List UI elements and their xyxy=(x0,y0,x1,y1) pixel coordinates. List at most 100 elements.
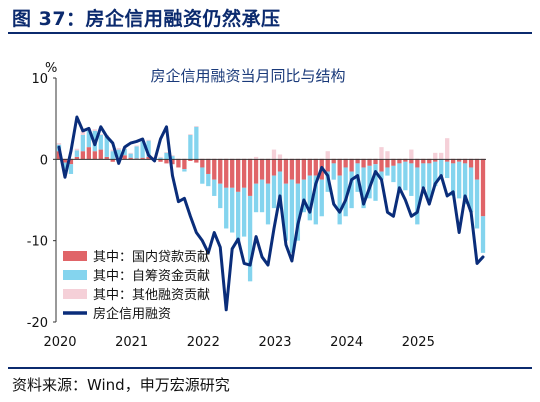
bar-2-1 xyxy=(62,162,68,170)
bar-1-59 xyxy=(409,159,414,164)
bar-2-7 xyxy=(98,134,103,150)
bar-3-13 xyxy=(134,145,139,147)
bar-3-63 xyxy=(433,152,438,160)
bar-1-49 xyxy=(349,159,354,172)
bar-2-60 xyxy=(415,167,420,225)
bar-1-55 xyxy=(385,159,390,168)
bar-1-7 xyxy=(98,149,103,160)
footer-rule xyxy=(8,367,532,369)
bar-2-9 xyxy=(110,151,115,160)
bar-3-45 xyxy=(325,151,330,160)
bar-1-48 xyxy=(343,159,348,168)
bar-1-21 xyxy=(182,159,187,170)
bar-2-23 xyxy=(194,126,199,160)
bar-3-10 xyxy=(116,147,121,150)
bar-1-58 xyxy=(403,159,408,162)
legend-swatch-1 xyxy=(63,251,87,261)
bar-2-18 xyxy=(164,152,169,160)
bar-2-65 xyxy=(445,161,450,179)
title-rule xyxy=(8,32,532,34)
axes: 10 0 -10 -20 2020 2021 2022 2023 2024 2025 xyxy=(27,72,486,350)
bar-1-11 xyxy=(122,155,127,160)
x-tick-label: 2020 xyxy=(43,335,76,350)
bar-3-64 xyxy=(439,152,444,160)
bar-2-69 xyxy=(468,167,474,213)
bar-1-43 xyxy=(313,159,318,176)
x-tick-label: 2024 xyxy=(330,335,363,350)
bar-2-58 xyxy=(403,161,408,191)
bar-1-28 xyxy=(224,159,229,188)
bar-2-51 xyxy=(361,167,366,209)
y-axis-unit: % xyxy=(45,61,57,76)
bar-2-61 xyxy=(421,163,426,188)
bar-1-9 xyxy=(110,159,115,162)
bar-3-4 xyxy=(80,130,86,135)
legend-label-2: 其中：自筹资金贡献 xyxy=(93,268,210,284)
bar-2-46 xyxy=(331,163,336,180)
bar-1-62 xyxy=(427,159,432,164)
bar-1-19 xyxy=(170,159,175,165)
bar-3-3 xyxy=(74,148,80,151)
bar-3-36 xyxy=(271,149,277,160)
bar-3-33 xyxy=(253,156,259,160)
bar-1-47 xyxy=(337,159,342,176)
bar-2-33 xyxy=(253,183,259,213)
bar-3-18 xyxy=(164,152,169,153)
bar-1-14 xyxy=(140,157,145,160)
bar-3-12 xyxy=(128,152,133,154)
bar-3-17 xyxy=(158,156,163,158)
bar-2-43 xyxy=(313,175,318,225)
bar-2-32 xyxy=(247,195,253,282)
bar-1-63 xyxy=(433,159,438,162)
bar-1-46 xyxy=(331,159,336,164)
bar-2-22 xyxy=(188,134,193,160)
bar-1-69 xyxy=(468,159,474,168)
bar-1-3 xyxy=(74,156,80,160)
bar-3-59 xyxy=(409,149,414,160)
figure-title: 图 37：房企信用融资仍然承压 xyxy=(12,8,281,30)
bar-1-65 xyxy=(445,159,450,162)
bar-1-22 xyxy=(188,159,193,161)
bar-1-54 xyxy=(379,159,384,172)
bar-2-38 xyxy=(283,183,289,241)
bar-2-15 xyxy=(146,140,151,157)
bar-2-8 xyxy=(104,136,109,157)
bar-2-28 xyxy=(224,187,229,229)
bar-2-47 xyxy=(337,175,342,225)
bar-1-53 xyxy=(373,159,378,165)
bar-2-44 xyxy=(319,179,324,217)
bar-1-33 xyxy=(253,159,259,184)
bar-1-34 xyxy=(259,159,265,180)
legend-label-1: 其中：国内贷款贡献 xyxy=(93,249,210,265)
bar-2-4 xyxy=(80,134,86,152)
bar-1-8 xyxy=(104,156,109,160)
bar-2-70 xyxy=(474,179,480,229)
bar-1-18 xyxy=(164,159,169,164)
bar-2-41 xyxy=(301,179,306,213)
y-tick-label: -10 xyxy=(27,235,48,250)
bar-1-36 xyxy=(271,159,277,176)
bar-2-66 xyxy=(451,163,456,196)
bar-1-17 xyxy=(158,159,163,162)
bar-2-34 xyxy=(259,179,265,213)
bar-1-5 xyxy=(86,147,91,160)
bar-1-12 xyxy=(128,157,133,160)
x-tick-label: 2023 xyxy=(258,335,291,350)
bar-1-56 xyxy=(391,159,396,166)
bar-1-50 xyxy=(355,159,360,164)
bar-1-29 xyxy=(230,159,235,188)
bar-2-14 xyxy=(140,141,145,158)
bar-3-15 xyxy=(146,139,151,141)
bar-3-9 xyxy=(110,149,115,152)
bar-2-2 xyxy=(68,164,74,174)
bar-2-37 xyxy=(277,171,283,209)
legend-swatch-3 xyxy=(63,289,87,299)
bar-2-55 xyxy=(385,167,390,176)
bar-1-4 xyxy=(80,151,86,160)
bar-1-40 xyxy=(295,159,301,184)
bar-3-0 xyxy=(56,143,62,145)
bar-2-39 xyxy=(289,179,295,253)
bar-2-26 xyxy=(212,179,217,196)
